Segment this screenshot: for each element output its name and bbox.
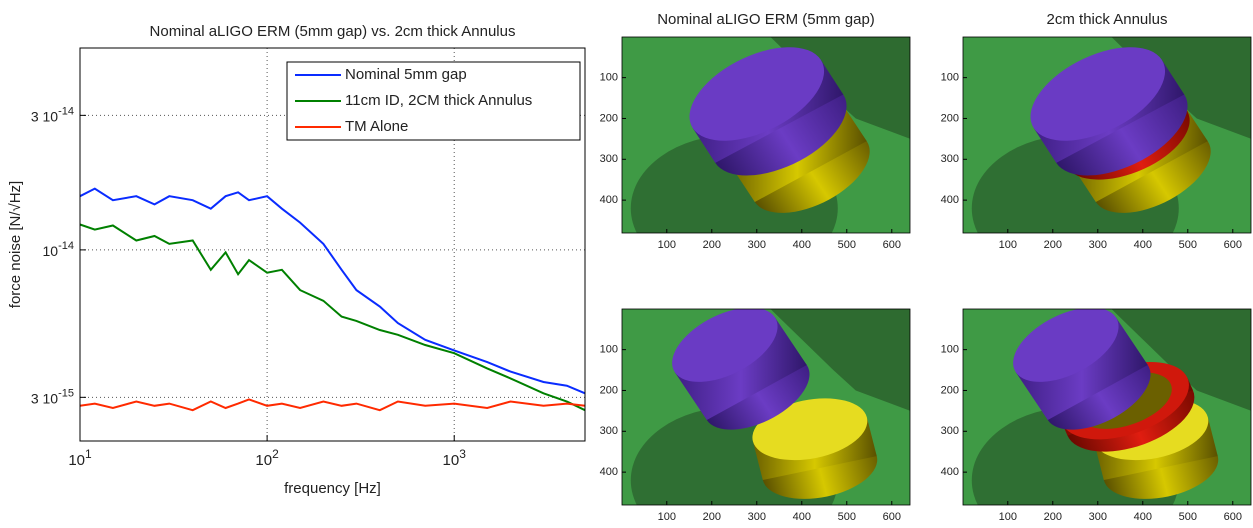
tick-base: 10 xyxy=(255,452,272,469)
y-tick-label: 300 xyxy=(941,425,959,437)
legend-label: Nominal 5mm gap xyxy=(345,66,467,83)
x-tick-label: 100 xyxy=(658,239,676,251)
tick-exponent: -15 xyxy=(58,387,74,399)
purple-cylinder xyxy=(1013,309,1151,430)
y-axis-label: force noise [N/√Hz] xyxy=(7,181,24,308)
x-tick-label: 400 xyxy=(1134,239,1152,251)
cylinder-face xyxy=(672,309,778,382)
panel-frame xyxy=(962,308,1252,506)
y-tick-label: 300 xyxy=(600,425,618,437)
x-tick-label: 200 xyxy=(703,511,721,523)
tick-base: 10 xyxy=(68,452,85,469)
panel-frame xyxy=(621,308,911,506)
series-line xyxy=(79,187,586,395)
x-tick-label: 300 xyxy=(1089,239,1107,251)
back-plane xyxy=(1111,309,1251,411)
cylinder-face xyxy=(1013,309,1119,382)
y-tick-label: 400 xyxy=(600,194,618,206)
panel-frame xyxy=(621,36,911,234)
y-tick-label: 300 xyxy=(941,153,959,165)
x-tick-label: 400 xyxy=(793,511,811,523)
legend-label: TM Alone xyxy=(345,118,408,135)
x-tick-label: 200 xyxy=(1044,239,1062,251)
x-tick-label: 400 xyxy=(1134,511,1152,523)
x-tick-label: 300 xyxy=(1089,511,1107,523)
x-tick-label: 500 xyxy=(838,511,856,523)
y-tick-label: 10-14 xyxy=(43,240,74,259)
tick-exponent: 3 xyxy=(459,447,466,461)
x-tick-label: 101 xyxy=(68,447,92,469)
y-tick-label: 100 xyxy=(600,344,618,356)
tick-exponent: -14 xyxy=(58,240,74,252)
x-tick-label: 400 xyxy=(793,239,811,251)
x-axis-label: frequency [Hz] xyxy=(284,480,381,497)
tick-exponent: 2 xyxy=(272,447,279,461)
legend-label: 11cm ID, 2CM thick Annulus xyxy=(345,92,532,109)
yellow-cylinder xyxy=(752,398,878,499)
y-tick-label: 300 xyxy=(600,153,618,165)
x-tick-label: 300 xyxy=(748,239,766,251)
x-tick-label: 300 xyxy=(748,511,766,523)
x-tick-label: 600 xyxy=(883,239,901,251)
x-tick-label: 103 xyxy=(443,447,467,469)
x-tick-label: 100 xyxy=(999,511,1017,523)
y-tick-label: 400 xyxy=(941,194,959,206)
purple-cylinder xyxy=(1030,47,1188,176)
back-plane xyxy=(770,309,910,411)
series-line xyxy=(79,223,586,412)
y-tick-label: 200 xyxy=(941,384,959,396)
render-image xyxy=(622,37,910,233)
y-tick-label: 100 xyxy=(941,72,959,84)
cylinder-face xyxy=(689,47,825,141)
tick-base: 10 xyxy=(443,452,460,469)
panel-title: 2cm thick Annulus xyxy=(1047,11,1168,28)
series-line xyxy=(79,398,586,412)
y-tick-label: 200 xyxy=(941,112,959,124)
x-tick-label: 100 xyxy=(999,239,1017,251)
y-tick-label: 100 xyxy=(941,344,959,356)
tick-base: 3 10 xyxy=(31,108,58,124)
tick-base: 3 10 xyxy=(31,390,58,406)
plot-frame xyxy=(79,47,586,442)
y-tick-label: 200 xyxy=(600,112,618,124)
tick-base: 10 xyxy=(43,243,59,259)
y-tick-label: 200 xyxy=(600,384,618,396)
render-image xyxy=(963,37,1251,233)
x-tick-label: 100 xyxy=(658,511,676,523)
render-image xyxy=(963,309,1251,505)
x-tick-label: 200 xyxy=(1044,511,1062,523)
chart-title: Nominal aLIGO ERM (5mm gap) vs. 2cm thic… xyxy=(150,23,516,40)
panel-title: Nominal aLIGO ERM (5mm gap) xyxy=(657,11,875,28)
x-tick-label: 102 xyxy=(255,447,279,469)
purple-cylinder xyxy=(689,47,847,176)
x-tick-label: 500 xyxy=(1179,239,1197,251)
x-tick-label: 600 xyxy=(1224,239,1242,251)
tick-exponent: -14 xyxy=(58,105,74,117)
tick-exponent: 1 xyxy=(85,447,92,461)
x-tick-label: 600 xyxy=(1224,511,1242,523)
y-tick-label: 100 xyxy=(600,72,618,84)
x-tick-label: 500 xyxy=(1179,511,1197,523)
y-tick-label: 400 xyxy=(941,466,959,478)
y-tick-label: 400 xyxy=(600,466,618,478)
panel-frame xyxy=(962,36,1252,234)
x-tick-label: 500 xyxy=(838,239,856,251)
cylinder-face xyxy=(1030,47,1166,141)
purple-cylinder xyxy=(672,309,810,430)
render-image xyxy=(622,309,910,505)
cylinder-face xyxy=(752,398,868,461)
y-tick-label: 3 10-15 xyxy=(31,387,74,406)
x-tick-label: 600 xyxy=(883,511,901,523)
y-tick-label: 3 10-14 xyxy=(31,105,74,124)
x-tick-label: 200 xyxy=(703,239,721,251)
